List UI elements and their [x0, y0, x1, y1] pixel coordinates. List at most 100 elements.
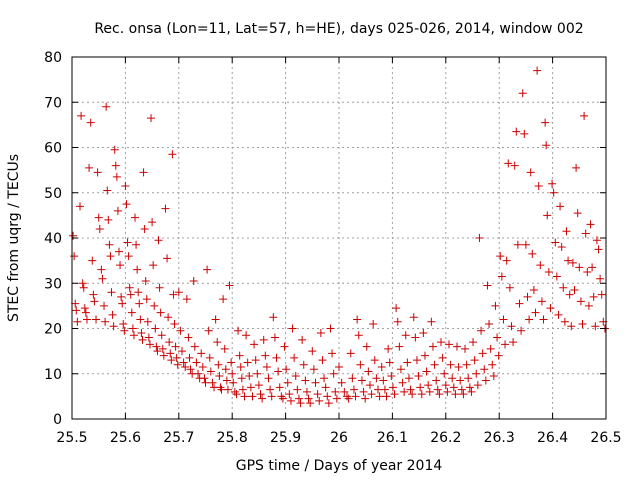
data-point [171, 342, 180, 351]
data-point [134, 288, 143, 297]
data-point [235, 351, 244, 360]
data-point [288, 324, 297, 333]
data-point [499, 315, 508, 324]
data-point [465, 383, 474, 392]
x-tick-label: 26.4 [537, 430, 568, 446]
data-point [71, 299, 80, 308]
x-tick-label: 25.9 [270, 430, 301, 446]
data-point [141, 276, 150, 285]
data-point [432, 376, 441, 385]
data-point [408, 390, 417, 399]
data-point [248, 392, 257, 401]
data-point [211, 315, 220, 324]
data-point [321, 383, 330, 392]
data-point [116, 261, 125, 270]
data-point [203, 265, 212, 274]
y-tick-label: 10 [44, 367, 62, 383]
data-point [81, 308, 90, 317]
data-point [164, 313, 173, 322]
data-points [69, 66, 609, 408]
y-tick-label: 20 [44, 322, 62, 338]
data-point [388, 383, 397, 392]
data-point [245, 372, 254, 381]
data-point [469, 338, 478, 347]
data-point [326, 324, 335, 333]
data-point [505, 283, 514, 292]
data-point [283, 378, 292, 387]
data-point [192, 358, 201, 367]
data-point [497, 272, 506, 281]
data-point [372, 374, 381, 383]
data-point [228, 369, 237, 378]
data-point [491, 301, 500, 310]
data-point [254, 381, 263, 390]
y-tick-labels: 0 10 20 30 40 50 60 70 80 [44, 50, 62, 428]
data-point [238, 385, 247, 394]
data-point [101, 317, 110, 326]
data-point [148, 218, 157, 227]
data-point [230, 387, 239, 396]
data-point [521, 240, 530, 249]
data-point [536, 261, 545, 270]
data-point [396, 365, 405, 374]
data-point [588, 263, 597, 272]
data-point [329, 369, 338, 378]
data-point [236, 362, 245, 371]
data-point [525, 315, 534, 324]
data-point [357, 376, 366, 385]
data-point [501, 340, 510, 349]
data-point [98, 274, 107, 283]
data-point [316, 329, 325, 338]
data-point [302, 387, 311, 396]
data-point [272, 353, 281, 362]
data-point [364, 367, 373, 376]
data-point [112, 172, 121, 181]
data-point [135, 299, 144, 308]
data-point [301, 376, 310, 385]
data-point [557, 243, 566, 252]
data-point [367, 390, 376, 399]
data-point [564, 256, 573, 265]
data-point [443, 387, 452, 396]
data-point [395, 342, 404, 351]
data-point [182, 295, 191, 304]
data-point [179, 358, 188, 367]
data-point [335, 362, 343, 371]
chart-title: Rec. onsa (Lon=11, Lat=57, h=HE), days 0… [94, 21, 583, 37]
data-point [353, 315, 362, 324]
data-point [456, 376, 465, 385]
data-point [318, 356, 327, 365]
data-point [157, 331, 166, 340]
data-point [436, 338, 445, 347]
data-point [299, 360, 308, 369]
data-point [480, 365, 489, 374]
data-point [293, 385, 302, 394]
data-point [502, 256, 511, 265]
data-point [152, 342, 161, 351]
data-point [97, 265, 106, 274]
data-point [331, 387, 340, 396]
x-tick-label: 26 [330, 430, 348, 446]
data-point [509, 338, 518, 347]
data-point [523, 292, 532, 301]
data-point [543, 211, 552, 220]
data-point [462, 360, 471, 369]
data-point [275, 383, 284, 392]
data-point [82, 315, 91, 324]
data-point [483, 281, 492, 290]
data-point [433, 385, 442, 394]
data-point [409, 313, 418, 322]
data-point [208, 378, 217, 387]
data-point [111, 161, 120, 170]
data-point [504, 159, 513, 168]
x-tick-labels: 25.5 25.6 25.7 25.8 25.9 26 26.1 26.2 26.3 26.4 26… [56, 430, 621, 446]
data-point [380, 385, 389, 394]
data-point [477, 326, 486, 335]
data-point [448, 374, 457, 383]
data-point [250, 340, 259, 349]
data-point [204, 326, 213, 335]
data-point [155, 283, 164, 292]
data-point [496, 252, 505, 261]
data-point [78, 279, 87, 288]
data-point [72, 306, 81, 315]
